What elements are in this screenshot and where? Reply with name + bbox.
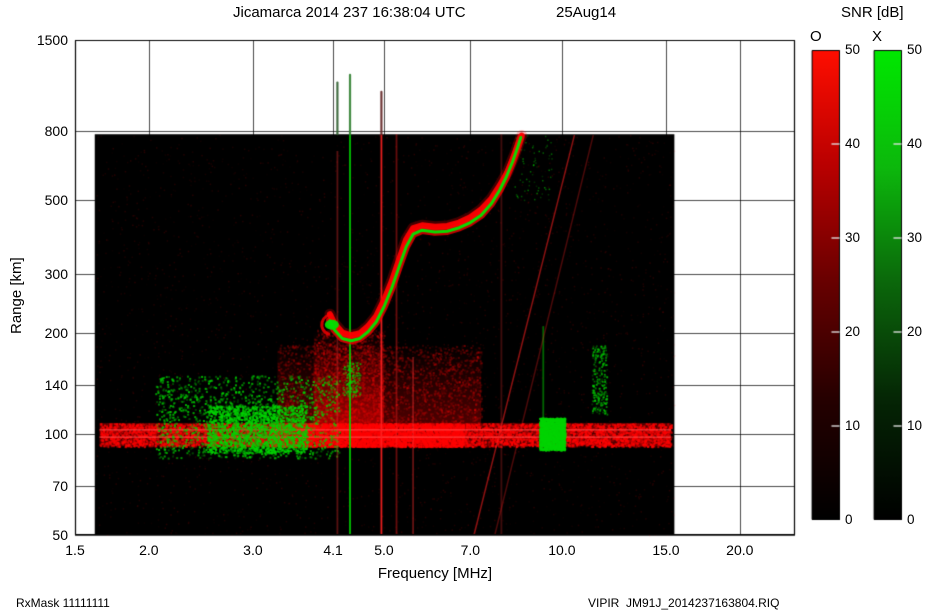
colorbar-x-tick-label: 40	[907, 136, 923, 151]
colorbar-x-tick-label: 50	[907, 42, 923, 57]
x-tick-label: 20.0	[726, 542, 754, 558]
x-tick-label: 4.1	[323, 542, 343, 558]
colorbar-o-tick-label: 40	[845, 136, 861, 151]
x-tick-label: 10.0	[548, 542, 576, 558]
y-tick-label: 70	[52, 478, 68, 495]
colorbar-o-tick-label: 20	[845, 324, 861, 339]
plot-date: 25Aug14	[556, 4, 617, 21]
y-tick-label: 140	[44, 377, 68, 394]
y-tick-label: 100	[44, 426, 68, 443]
x-tick-label: 7.0	[460, 542, 481, 558]
x-tick-label: 15.0	[652, 542, 680, 558]
colorbar-o-tick-label: 30	[845, 230, 861, 245]
x-tick-label: 5.0	[374, 542, 394, 558]
colorbar-title: SNR [dB]	[841, 4, 904, 21]
colorbar-o-tick-label: 50	[845, 42, 861, 57]
rxmask-text: RxMask 11111111	[16, 596, 110, 610]
y-tick-label: 1500	[36, 32, 68, 48]
x-tick-label: 1.5	[65, 542, 85, 558]
y-tick-label: 50	[52, 527, 68, 543]
colorbar-x-tick-label: 10	[907, 418, 923, 433]
file-reference-text: VIPIR JM91J_2014237163804.RIQ	[588, 596, 780, 610]
x-axis-label: Frequency [MHz]	[377, 565, 493, 582]
colorbar-x-mode-label: X	[872, 28, 883, 45]
y-tick-label: 300	[44, 266, 68, 283]
colorbar-o-tick-label: 0	[845, 512, 853, 527]
plot-title: Jicamarca 2014 237 16:38:04 UTC	[233, 4, 466, 21]
colorbar-x-tick-label: 30	[907, 230, 923, 245]
colorbar-x-tick-label: 20	[907, 324, 923, 339]
colorbar-o-mode-label: O	[810, 28, 822, 45]
x-tick-label: 3.0	[243, 542, 263, 558]
x-tick-label: 2.0	[139, 542, 159, 558]
colorbar-o-tick-label: 10	[845, 418, 861, 433]
y-tick-label: 800	[44, 123, 68, 140]
y-tick-label: 200	[44, 325, 68, 342]
colorbar-x-tick-label: 0	[907, 512, 915, 527]
y-tick-label: 500	[44, 191, 68, 208]
